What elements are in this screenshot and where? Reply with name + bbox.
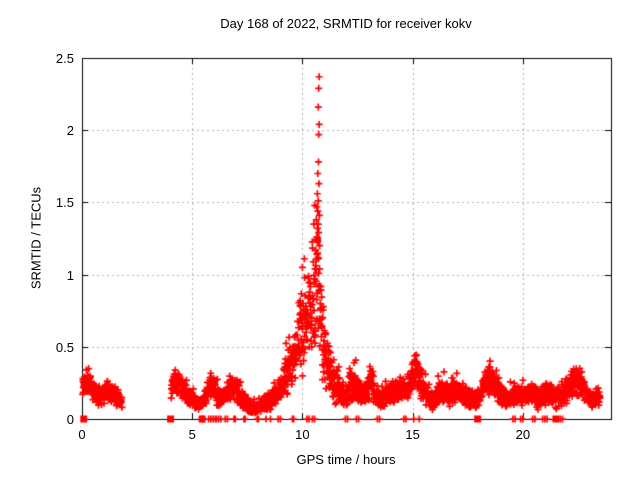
- y-tick-label: 0.5: [55, 339, 74, 355]
- y-tick-label: 2: [66, 123, 74, 139]
- y-tick-label: 1.5: [55, 195, 74, 211]
- y-tick-label: 0: [66, 412, 74, 427]
- x-tick-label: 5: [188, 427, 196, 442]
- x-axis-title: GPS time / hours: [296, 452, 396, 467]
- x-tick-label: 10: [295, 427, 310, 442]
- y-tick-label: 1: [66, 267, 74, 283]
- x-tick-label: 20: [515, 427, 531, 442]
- chart-title: Day 168 of 2022, SRMTID for receiver kok…: [220, 16, 472, 31]
- x-tick-label: 0: [78, 427, 86, 442]
- y-tick-label: 2.5: [55, 51, 74, 66]
- x-tick-label: 15: [405, 427, 420, 442]
